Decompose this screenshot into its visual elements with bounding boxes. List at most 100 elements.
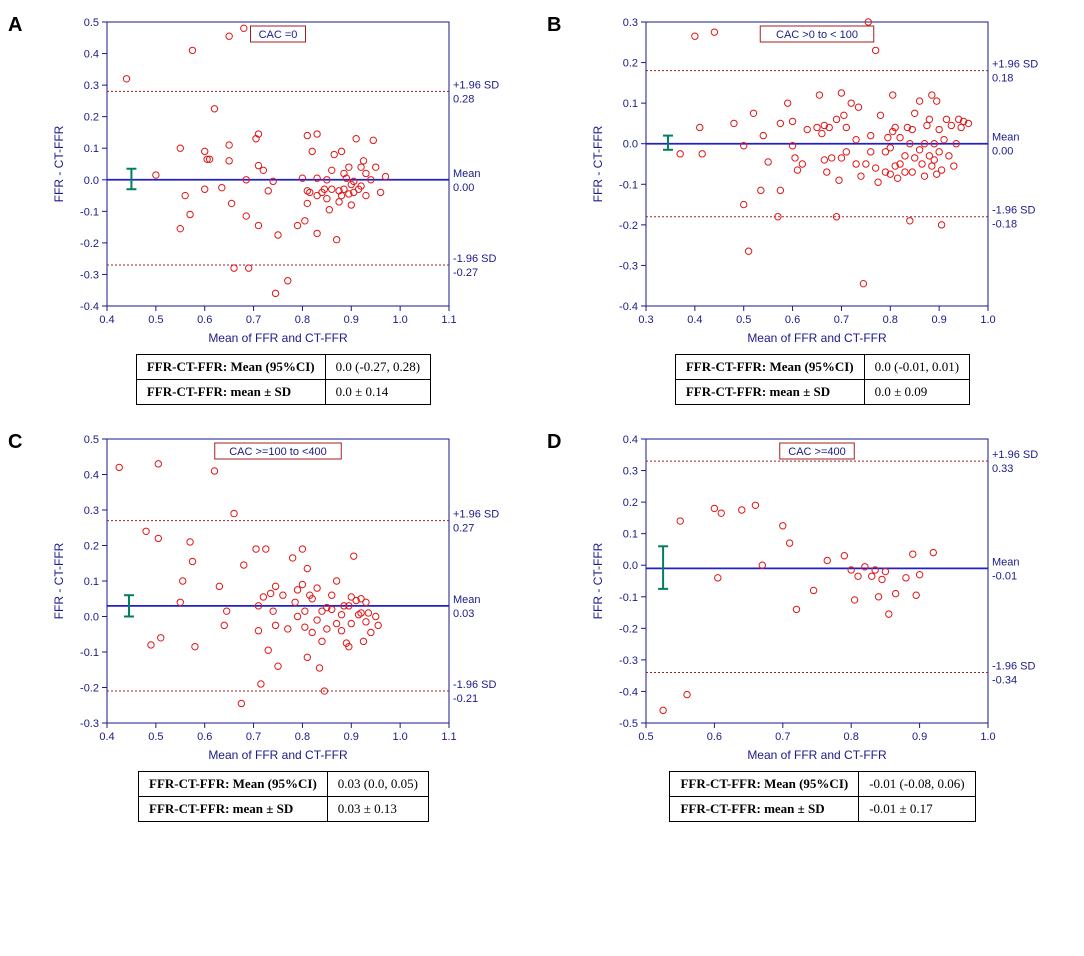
svg-text:-0.01: -0.01 (992, 570, 1017, 582)
svg-text:-0.5: -0.5 (619, 718, 638, 730)
svg-text:-0.4: -0.4 (619, 686, 638, 698)
svg-text:0.8: 0.8 (294, 314, 309, 326)
svg-text:0.3: 0.3 (622, 17, 637, 29)
svg-text:-1.96 SD: -1.96 SD (992, 661, 1035, 673)
svg-text:-0.18: -0.18 (992, 219, 1017, 231)
stats-value: 0.0 ± 0.09 (864, 380, 970, 405)
svg-text:-1.96 SD: -1.96 SD (453, 253, 496, 265)
svg-text:0.0: 0.0 (622, 560, 637, 572)
svg-text:0.1: 0.1 (83, 143, 98, 155)
stats-table-C: FFR-CT-FFR: Mean (95%CI)0.03 (0.0, 0.05)… (138, 771, 429, 822)
svg-text:-0.2: -0.2 (619, 220, 638, 232)
stats-label: FFR-CT-FFR: mean ± SD (139, 797, 328, 822)
panel-grid: A 0.40.50.60.70.80.91.01.1-0.4-0.3-0.2-0… (8, 8, 1076, 822)
svg-text:0.3: 0.3 (638, 314, 653, 326)
svg-text:-0.2: -0.2 (619, 623, 638, 635)
svg-text:Mean of FFR and CT-FFR: Mean of FFR and CT-FFR (747, 748, 887, 762)
svg-text:FFR - CT-FFR: FFR - CT-FFR (591, 542, 605, 619)
svg-text:-0.1: -0.1 (80, 206, 99, 218)
panel-C: C 0.40.50.60.70.80.91.01.1-0.3-0.2-0.10.… (8, 425, 537, 822)
svg-text:-0.3: -0.3 (619, 260, 638, 272)
svg-text:Mean of FFR and CT-FFR: Mean of FFR and CT-FFR (747, 331, 887, 345)
svg-text:0.4: 0.4 (83, 470, 98, 482)
svg-text:0.7: 0.7 (775, 731, 790, 743)
svg-text:-0.4: -0.4 (619, 301, 638, 313)
stats-label: FFR-CT-FFR: mean ± SD (670, 797, 859, 822)
svg-text:Mean: Mean (992, 556, 1020, 568)
stats-value: -0.01 ± 0.17 (859, 797, 975, 822)
svg-text:1.0: 1.0 (392, 314, 407, 326)
stats-value: 0.03 (0.0, 0.05) (327, 772, 428, 797)
svg-text:0.1: 0.1 (622, 529, 637, 541)
panel-letter: C (8, 425, 30, 454)
svg-text:0.3: 0.3 (622, 466, 637, 478)
svg-text:FFR - CT-FFR: FFR - CT-FFR (52, 542, 66, 619)
svg-text:Mean of FFR and CT-FFR: Mean of FFR and CT-FFR (208, 331, 348, 345)
stats-table-B: FFR-CT-FFR: Mean (95%CI)0.0 (-0.01, 0.01… (675, 354, 970, 405)
svg-text:-0.21: -0.21 (453, 693, 478, 705)
svg-text:0.6: 0.6 (784, 314, 799, 326)
bland-altman-plot-A: 0.40.50.60.70.80.91.01.1-0.4-0.3-0.2-0.1… (49, 8, 519, 348)
panel-B: B 0.30.40.50.60.70.80.91.0-0.4-0.3-0.2-0… (547, 8, 1076, 405)
svg-text:-0.1: -0.1 (80, 647, 99, 659)
stats-value: 0.0 (-0.01, 0.01) (864, 355, 970, 380)
bland-altman-plot-B: 0.30.40.50.60.70.80.91.0-0.4-0.3-0.2-0.1… (588, 8, 1058, 348)
svg-text:1.0: 1.0 (980, 314, 995, 326)
svg-text:0.4: 0.4 (687, 314, 702, 326)
stats-label: FFR-CT-FFR: Mean (95%CI) (136, 355, 325, 380)
svg-text:0.4: 0.4 (622, 434, 637, 446)
svg-text:-0.27: -0.27 (453, 267, 478, 279)
svg-text:0.6: 0.6 (197, 731, 212, 743)
svg-text:0.5: 0.5 (148, 731, 163, 743)
svg-text:0.9: 0.9 (343, 314, 358, 326)
svg-text:0.27: 0.27 (453, 523, 474, 535)
svg-text:+1.96 SD: +1.96 SD (992, 59, 1038, 71)
panel-D: D 0.50.60.70.80.91.0-0.5-0.4-0.3-0.2-0.1… (547, 425, 1076, 822)
stats-label: FFR-CT-FFR: Mean (95%CI) (670, 772, 859, 797)
svg-text:0.7: 0.7 (245, 731, 260, 743)
svg-text:0.9: 0.9 (931, 314, 946, 326)
stats-label: FFR-CT-FFR: mean ± SD (675, 380, 864, 405)
svg-text:-0.2: -0.2 (80, 683, 99, 695)
svg-text:0.3: 0.3 (83, 505, 98, 517)
svg-text:-1.96 SD: -1.96 SD (992, 205, 1035, 217)
svg-text:FFR - CT-FFR: FFR - CT-FFR (591, 125, 605, 202)
svg-text:1.0: 1.0 (980, 731, 995, 743)
svg-text:0.0: 0.0 (83, 612, 98, 624)
svg-text:CAC >=100 to <400: CAC >=100 to <400 (229, 446, 327, 458)
svg-text:+1.96 SD: +1.96 SD (453, 509, 499, 521)
svg-text:-0.34: -0.34 (992, 675, 1017, 687)
svg-text:1.0: 1.0 (392, 731, 407, 743)
svg-text:-0.3: -0.3 (619, 655, 638, 667)
panel-letter: B (547, 8, 569, 37)
svg-text:Mean: Mean (453, 594, 481, 606)
svg-text:0.28: 0.28 (453, 93, 474, 105)
svg-text:0.1: 0.1 (83, 576, 98, 588)
svg-text:-0.1: -0.1 (619, 179, 638, 191)
panel-A: A 0.40.50.60.70.80.91.01.1-0.4-0.3-0.2-0… (8, 8, 537, 405)
svg-text:FFR - CT-FFR: FFR - CT-FFR (52, 125, 66, 202)
svg-text:0.7: 0.7 (245, 314, 260, 326)
stats-table-D: FFR-CT-FFR: Mean (95%CI)-0.01 (-0.08, 0.… (669, 771, 975, 822)
svg-text:0.8: 0.8 (882, 314, 897, 326)
svg-text:0.18: 0.18 (992, 73, 1013, 85)
svg-text:0.0: 0.0 (622, 139, 637, 151)
svg-text:CAC =0: CAC =0 (258, 29, 297, 41)
svg-text:0.00: 0.00 (453, 182, 474, 194)
bland-altman-plot-D: 0.50.60.70.80.91.0-0.5-0.4-0.3-0.2-0.10.… (588, 425, 1058, 765)
svg-text:0.6: 0.6 (706, 731, 721, 743)
svg-text:0.03: 0.03 (453, 608, 474, 620)
svg-text:0.8: 0.8 (294, 731, 309, 743)
svg-text:0.00: 0.00 (992, 146, 1013, 158)
stats-label: FFR-CT-FFR: Mean (95%CI) (139, 772, 328, 797)
svg-text:0.7: 0.7 (833, 314, 848, 326)
stats-value: 0.03 ± 0.13 (327, 797, 428, 822)
svg-text:0.2: 0.2 (83, 541, 98, 553)
svg-text:Mean: Mean (992, 132, 1020, 144)
svg-text:+1.96 SD: +1.96 SD (453, 79, 499, 91)
svg-text:0.9: 0.9 (343, 731, 358, 743)
svg-text:0.2: 0.2 (622, 497, 637, 509)
svg-text:CAC >=400: CAC >=400 (788, 446, 845, 458)
stats-value: 0.0 (-0.27, 0.28) (325, 355, 431, 380)
svg-text:0.6: 0.6 (197, 314, 212, 326)
